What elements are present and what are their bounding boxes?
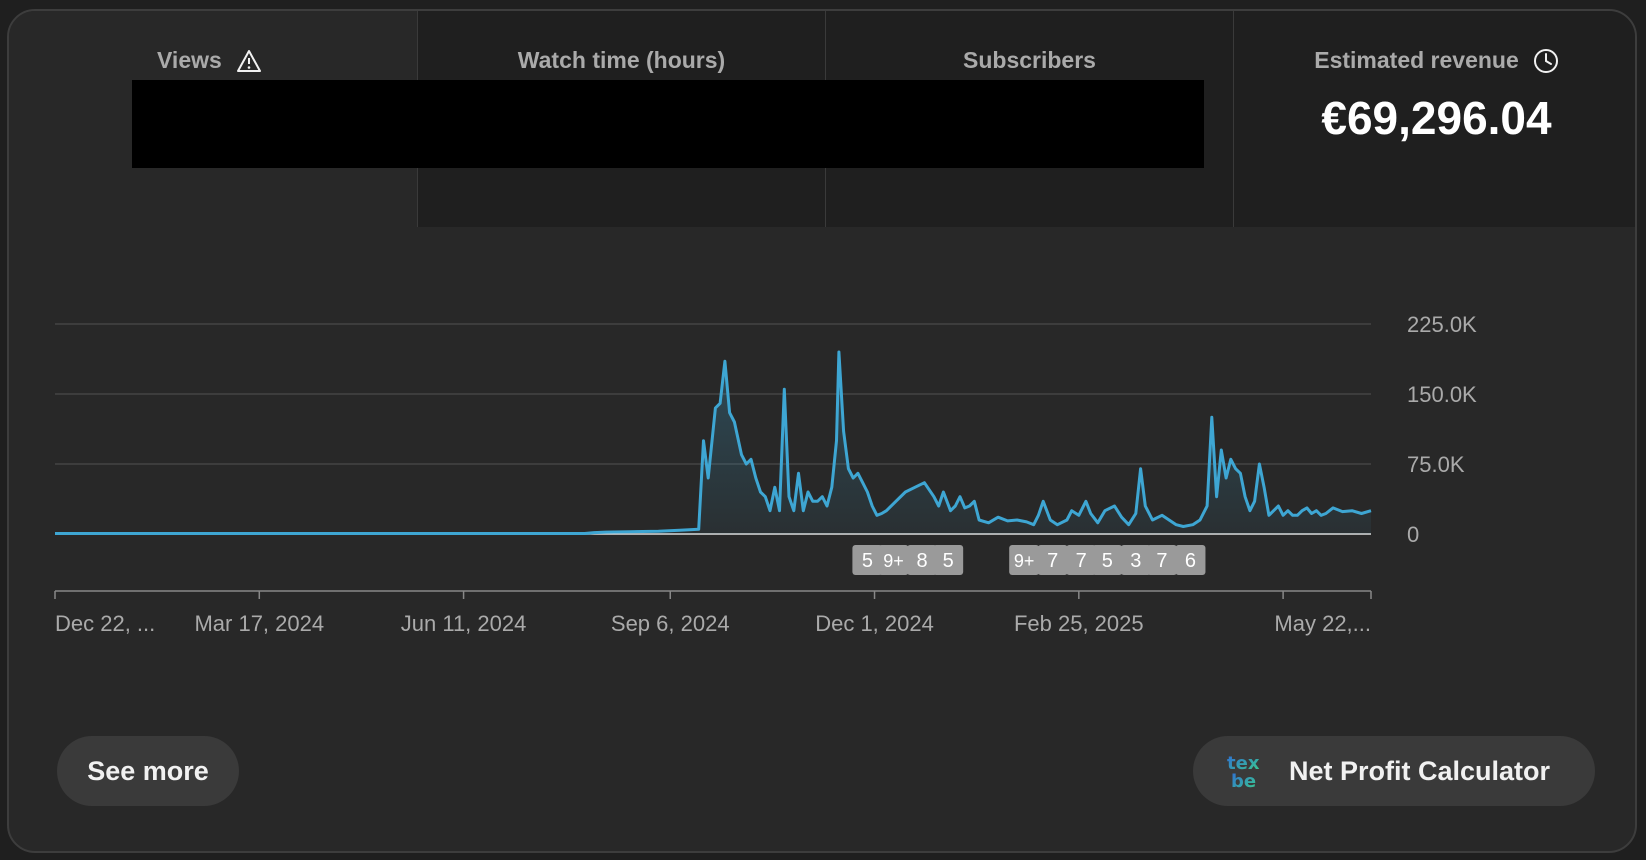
x-tick-label: Dec 1, 2024 (815, 611, 934, 636)
marker-box (1175, 545, 1206, 575)
annotation-marker[interactable]: 5 (933, 545, 964, 575)
y-tick-label: 75.0K (1407, 452, 1465, 477)
svg-text:tex: tex (1227, 753, 1260, 774)
marker-box (1037, 545, 1068, 575)
marker-box (1146, 545, 1177, 575)
y-tick-label: 0 (1407, 522, 1419, 547)
marker-box (878, 545, 909, 575)
y-tick-label: 225.0K (1407, 312, 1477, 337)
marker-label: 5 (862, 550, 873, 572)
net-profit-label: Net Profit Calculator (1289, 755, 1551, 786)
marker-label: 9+ (883, 551, 904, 571)
annotation-marker[interactable]: 5 (1092, 545, 1123, 575)
marker-label: 5 (1102, 550, 1113, 572)
annotation-marker[interactable]: 6 (1175, 545, 1206, 575)
redaction-box (132, 80, 1204, 168)
marker-box (1120, 545, 1151, 575)
marker-box (907, 545, 938, 575)
y-tick-label: 150.0K (1407, 382, 1477, 407)
views-label: Views (157, 47, 222, 73)
annotation-marker[interactable]: 7 (1037, 545, 1068, 575)
marker-label: 9+ (1014, 551, 1035, 571)
marker-box (1092, 545, 1123, 575)
marker-label: 3 (1130, 550, 1141, 572)
tex-logo-icon: tex be (1227, 753, 1260, 791)
clock-icon[interactable] (1533, 48, 1559, 74)
annotation-marker[interactable]: 8 (907, 545, 938, 575)
annotation-marker[interactable]: 9+ (878, 545, 909, 575)
series-line (55, 350, 1372, 535)
x-tick-label: Dec 22, ... (55, 611, 155, 636)
annotation-marker[interactable]: 7 (1066, 545, 1097, 575)
marker-box (852, 545, 883, 575)
marker-label: 7 (1047, 550, 1058, 572)
marker-label: 5 (943, 550, 954, 572)
tab-estimated-revenue[interactable]: Estimated revenue €69,296.04 (1233, 11, 1635, 227)
marker-label: 6 (1185, 550, 1196, 572)
x-tick-label: Feb 25, 2025 (1014, 611, 1144, 636)
marker-label: 7 (1076, 550, 1087, 572)
annotation-marker[interactable]: 9+ (1009, 545, 1040, 575)
x-tick-label: Sep 6, 2024 (611, 611, 730, 636)
marker-label: 8 (916, 550, 927, 572)
marker-box (933, 545, 964, 575)
net-profit-calculator-button[interactable]: tex be Net Profit Calculator (1193, 736, 1595, 806)
annotation-marker[interactable]: 7 (1146, 545, 1177, 575)
x-tick-label: Mar 17, 2024 (194, 611, 324, 636)
subscribers-label: Subscribers (963, 47, 1096, 73)
annotation-marker[interactable]: 3 (1120, 545, 1151, 575)
x-tick-label: Jun 11, 2024 (401, 611, 527, 636)
marker-box (1066, 545, 1097, 575)
watch-time-label: Watch time (hours) (517, 47, 726, 73)
revenue-label: Estimated revenue (1314, 47, 1519, 73)
annotation-marker[interactable]: 5 (852, 545, 883, 575)
marker-box (1009, 545, 1040, 575)
revenue-value: €69,296.04 (1321, 92, 1552, 144)
svg-text:be: be (1231, 771, 1256, 791)
warning-icon[interactable] (236, 49, 262, 73)
see-more-label: See more (87, 755, 209, 786)
marker-label: 7 (1156, 550, 1167, 572)
see-more-button[interactable]: See more (57, 736, 239, 806)
analytics-card: Views Watch time (hours) Subscribers Est… (7, 9, 1637, 853)
x-tick-label: May 22,... (1274, 611, 1371, 636)
